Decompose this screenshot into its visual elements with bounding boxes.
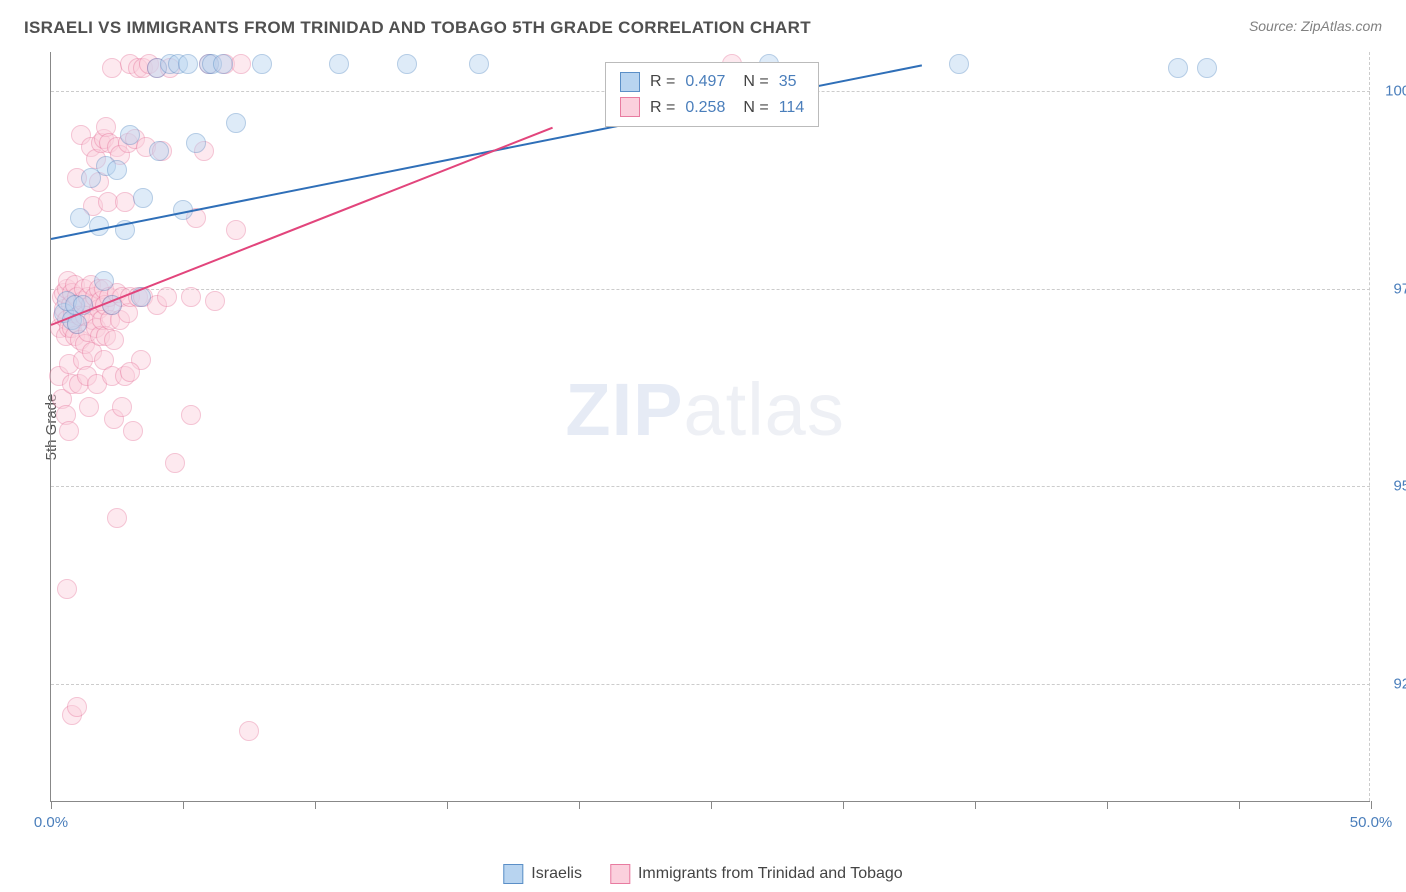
data-point-trinidad bbox=[102, 58, 122, 78]
x-tick bbox=[843, 801, 844, 809]
source-label: Source: bbox=[1249, 18, 1301, 34]
r-value: 0.497 bbox=[685, 69, 725, 95]
data-point-trinidad bbox=[231, 54, 251, 74]
data-point-trinidad bbox=[123, 421, 143, 441]
data-point-israelis bbox=[949, 54, 969, 74]
x-tick bbox=[1107, 801, 1108, 809]
r-label: R = bbox=[650, 69, 675, 95]
data-point-trinidad bbox=[104, 330, 124, 350]
n-label: N = bbox=[743, 69, 768, 95]
data-point-israelis bbox=[397, 54, 417, 74]
data-point-trinidad bbox=[239, 721, 259, 741]
n-value: 114 bbox=[779, 95, 805, 121]
legend-swatch-trinidad bbox=[610, 864, 630, 884]
x-tick bbox=[711, 801, 712, 809]
data-point-trinidad bbox=[120, 362, 140, 382]
legend-item-trinidad: Immigrants from Trinidad and Tobago bbox=[610, 864, 903, 884]
x-tick bbox=[1239, 801, 1240, 809]
correlation-stat-box: R = 0.497 N = 35 R = 0.258 N = 114 bbox=[605, 62, 819, 127]
data-point-israelis bbox=[89, 216, 109, 236]
data-point-israelis bbox=[149, 141, 169, 161]
data-point-israelis bbox=[1168, 58, 1188, 78]
legend: Israelis Immigrants from Trinidad and Tob… bbox=[503, 864, 902, 884]
data-point-israelis bbox=[186, 133, 206, 153]
chart-title: ISRAELI VS IMMIGRANTS FROM TRINIDAD AND … bbox=[24, 18, 811, 38]
source-value: ZipAtlas.com bbox=[1301, 18, 1382, 34]
data-point-israelis bbox=[469, 54, 489, 74]
legend-item-israelis: Israelis bbox=[503, 864, 582, 884]
watermark-strong: ZIP bbox=[565, 368, 683, 451]
swatch-israelis bbox=[620, 72, 640, 92]
x-tick bbox=[183, 801, 184, 809]
n-label: N = bbox=[743, 95, 768, 121]
data-point-israelis bbox=[213, 54, 233, 74]
data-point-israelis bbox=[120, 125, 140, 145]
stat-row-israelis: R = 0.497 N = 35 bbox=[620, 69, 804, 95]
plot-right-border bbox=[1369, 52, 1370, 801]
y-tick-label: 95.0% bbox=[1393, 478, 1406, 495]
watermark-light: atlas bbox=[684, 368, 845, 451]
r-value: 0.258 bbox=[685, 95, 725, 121]
plot-region: ZIPatlas 92.5%95.0%97.5%100.0%0.0%50.0%R… bbox=[50, 52, 1370, 802]
gridline-h bbox=[51, 289, 1370, 290]
data-point-trinidad bbox=[107, 508, 127, 528]
data-point-israelis bbox=[70, 208, 90, 228]
data-point-israelis bbox=[107, 160, 127, 180]
gridline-h bbox=[51, 486, 1370, 487]
data-point-trinidad bbox=[205, 291, 225, 311]
data-point-trinidad bbox=[165, 453, 185, 473]
x-tick bbox=[975, 801, 976, 809]
data-point-israelis bbox=[94, 271, 114, 291]
data-point-israelis bbox=[329, 54, 349, 74]
data-point-trinidad bbox=[181, 405, 201, 425]
swatch-trinidad bbox=[620, 97, 640, 117]
x-tick bbox=[51, 801, 52, 809]
data-point-trinidad bbox=[112, 397, 132, 417]
data-point-israelis bbox=[178, 54, 198, 74]
data-point-israelis bbox=[226, 113, 246, 133]
y-tick-label: 97.5% bbox=[1393, 280, 1406, 297]
x-tick bbox=[1371, 801, 1372, 809]
data-point-trinidad bbox=[59, 421, 79, 441]
data-point-israelis bbox=[252, 54, 272, 74]
legend-label: Immigrants from Trinidad and Tobago bbox=[638, 865, 903, 883]
x-tick bbox=[315, 801, 316, 809]
x-tick bbox=[447, 801, 448, 809]
watermark: ZIPatlas bbox=[565, 367, 844, 452]
data-point-trinidad bbox=[57, 579, 77, 599]
y-tick-label: 100.0% bbox=[1385, 83, 1406, 100]
chart-area: 5th Grade ZIPatlas 92.5%95.0%97.5%100.0%… bbox=[50, 52, 1370, 802]
data-point-trinidad bbox=[79, 397, 99, 417]
x-tick-label: 50.0% bbox=[1350, 814, 1393, 831]
stat-row-trinidad: R = 0.258 N = 114 bbox=[620, 95, 804, 121]
legend-swatch-israelis bbox=[503, 864, 523, 884]
data-point-trinidad bbox=[157, 287, 177, 307]
x-tick-label: 0.0% bbox=[34, 814, 68, 831]
legend-label: Israelis bbox=[531, 865, 582, 883]
source-attribution: Source: ZipAtlas.com bbox=[1249, 18, 1382, 34]
data-point-trinidad bbox=[226, 220, 246, 240]
gridline-h bbox=[51, 684, 1370, 685]
r-label: R = bbox=[650, 95, 675, 121]
data-point-trinidad bbox=[115, 192, 135, 212]
y-tick-label: 92.5% bbox=[1393, 675, 1406, 692]
data-point-trinidad bbox=[181, 287, 201, 307]
n-value: 35 bbox=[779, 69, 797, 95]
data-point-israelis bbox=[1197, 58, 1217, 78]
x-tick bbox=[579, 801, 580, 809]
header: ISRAELI VS IMMIGRANTS FROM TRINIDAD AND … bbox=[0, 0, 1406, 46]
data-point-israelis bbox=[133, 188, 153, 208]
data-point-trinidad bbox=[67, 697, 87, 717]
